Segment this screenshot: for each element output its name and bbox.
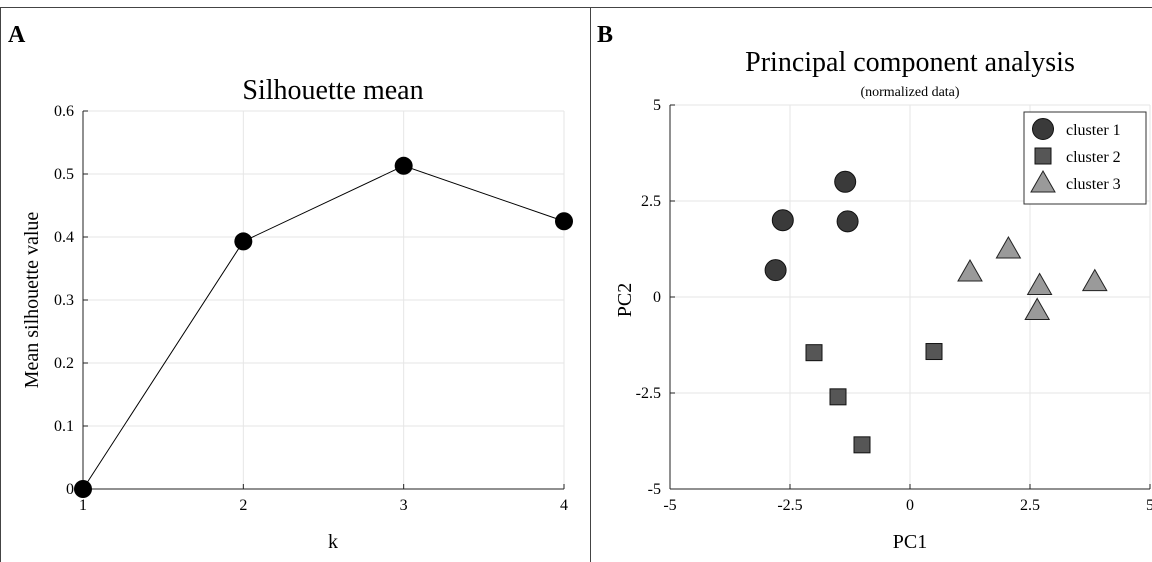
cluster-2-point [853,436,871,454]
panel-b-letter: B [597,22,613,48]
legend-marker-cluster-3 [1030,169,1056,193]
y-tick-label: 0.4 [54,229,74,246]
silhouette-line [82,165,565,490]
y-tick-label: -5 [648,481,661,498]
x-tick-label: 2 [239,497,247,514]
y-tick-label: 0 [653,289,661,306]
cluster-2-point [829,388,847,406]
cluster-1-point [771,209,794,232]
chart-b-xlabel: PC1 [893,531,927,553]
legend-label-cluster-3: cluster 3 [1066,176,1121,193]
cluster-3-point [995,235,1022,259]
legend-marker-cluster-1 [1032,118,1054,140]
chart-a-title: Silhouette mean [242,75,423,106]
y-tick-label: 2.5 [641,193,661,210]
chart-b-ylabel: PC2 [614,283,636,317]
chart-b-subtitle: (normalized data) [860,85,959,100]
y-tick-label: 0.2 [54,355,74,372]
cluster-3-point [1024,297,1051,320]
cluster-1-point [836,210,859,233]
silhouette-point [555,212,573,231]
panel-a-letter: A [8,22,26,48]
y-tick-label: 0 [66,481,74,498]
cluster-1-point [764,259,787,282]
y-tick-label: 0.1 [54,418,74,435]
x-tick-label: 2.5 [1020,497,1040,514]
cluster-2-point [805,344,823,362]
cluster-2-point [925,343,943,361]
x-tick-label: -5 [663,497,676,514]
x-tick-label: 0 [906,497,914,514]
y-tick-label: 5 [653,97,661,114]
y-tick-label: 0.6 [54,103,74,120]
chart-b-legend: cluster 1 cluster 2 cluster 3 [1023,111,1147,205]
x-tick-label: -2.5 [777,497,802,514]
x-tick-label: 5 [1146,497,1152,514]
chart-a-ylabel: Mean silhouette value [21,212,43,389]
cluster-3-point [957,259,983,282]
y-tick-label: -2.5 [636,385,661,402]
y-tick-label: 0.5 [54,166,74,183]
panel-b-frame [590,7,1152,562]
chart-b-title: Principal component analysis [745,47,1075,78]
pca-chart: Principal component analysis (normalized… [614,47,1152,553]
silhouette-point [394,156,413,175]
legend-marker-cluster-2 [1034,147,1052,165]
x-tick-label: 4 [560,497,568,514]
silhouette-point [74,480,92,498]
cluster-1-point [834,170,857,193]
x-tick-label: 3 [400,497,408,514]
legend-label-cluster-1: cluster 1 [1066,122,1121,139]
x-tick-label: 1 [79,497,87,514]
silhouette-point [234,232,253,251]
legend-label-cluster-2: cluster 2 [1066,149,1121,166]
cluster-3-point [1026,272,1053,295]
chart-a-xlabel: k [328,531,338,553]
y-tick-label: 0.3 [54,292,74,309]
silhouette-chart: Silhouette mean k Mean silhouette value … [21,75,573,553]
cluster-3-point [1081,268,1108,292]
